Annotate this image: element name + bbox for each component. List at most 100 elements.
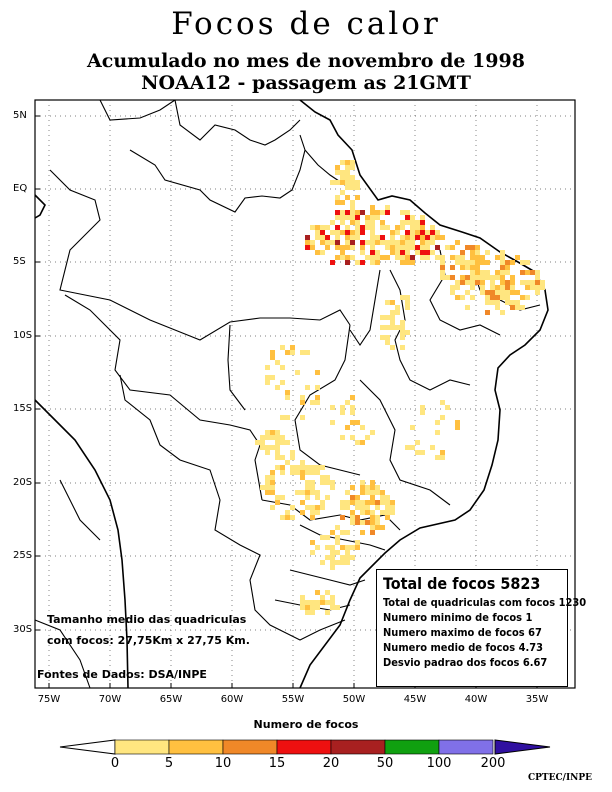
fire-cell xyxy=(330,220,335,225)
stats-row: Total de quadriculas com focos 1230 xyxy=(383,596,587,609)
fire-cell xyxy=(340,175,345,180)
fire-cell xyxy=(435,230,440,235)
fire-cell xyxy=(385,325,390,330)
fire-cell xyxy=(470,260,475,265)
fire-cell xyxy=(340,160,345,165)
fire-cell xyxy=(500,285,505,290)
fire-cell xyxy=(345,215,350,220)
fire-cell xyxy=(350,185,355,190)
fire-cell xyxy=(380,335,385,340)
fire-cell xyxy=(495,295,500,300)
fire-cell xyxy=(350,555,355,560)
fire-cell xyxy=(320,230,325,235)
fire-cell xyxy=(475,280,480,285)
fire-cell xyxy=(330,550,335,555)
fire-cell xyxy=(500,250,505,255)
fire-cell xyxy=(415,450,420,455)
fire-cell xyxy=(360,485,365,490)
fire-cell xyxy=(380,315,385,320)
fire-cell xyxy=(295,465,300,470)
fire-cell xyxy=(410,225,415,230)
fire-cell xyxy=(350,435,355,440)
fire-cell xyxy=(390,315,395,320)
fire-cell xyxy=(310,505,315,510)
fire-cell xyxy=(290,465,295,470)
fire-cell xyxy=(305,605,310,610)
fire-cell xyxy=(535,275,540,280)
fire-cell xyxy=(420,255,425,260)
fire-cell xyxy=(485,300,490,305)
fire-cell xyxy=(395,230,400,235)
legend-swatch xyxy=(330,739,386,755)
fire-cell xyxy=(345,490,350,495)
fire-cell xyxy=(495,275,500,280)
fire-cell xyxy=(345,160,350,165)
fire-cell xyxy=(420,410,425,415)
fire-cell xyxy=(310,225,315,230)
fire-cell xyxy=(440,450,445,455)
fire-cell xyxy=(490,300,495,305)
fire-cell xyxy=(305,470,310,475)
fire-cell xyxy=(380,210,385,215)
fire-cell xyxy=(260,485,265,490)
fire-cell xyxy=(340,170,345,175)
fire-cell xyxy=(410,445,415,450)
fire-cell xyxy=(280,465,285,470)
fire-cell xyxy=(380,500,385,505)
fire-cell xyxy=(270,445,275,450)
fire-cell xyxy=(325,245,330,250)
fire-cell xyxy=(405,210,410,215)
fire-cell xyxy=(405,245,410,250)
fire-cell xyxy=(305,490,310,495)
stats-row: Numero minimo de focos 1 xyxy=(383,611,533,624)
fire-cell xyxy=(315,395,320,400)
legend-colorbar xyxy=(59,739,551,755)
fire-cell xyxy=(380,490,385,495)
fire-cell xyxy=(265,490,270,495)
fire-cell xyxy=(390,320,395,325)
fire-cell xyxy=(320,250,325,255)
fire-cell xyxy=(460,275,465,280)
credit: CPTEC/INPE xyxy=(528,773,593,783)
fire-cell xyxy=(485,270,490,275)
fire-cell xyxy=(320,480,325,485)
fire-cell xyxy=(325,475,330,480)
fire-cell xyxy=(330,560,335,565)
fire-cell xyxy=(340,500,345,505)
fire-cell xyxy=(320,475,325,480)
fire-cell xyxy=(495,290,500,295)
fire-cell xyxy=(340,200,345,205)
fire-cell xyxy=(335,210,340,215)
fire-cell xyxy=(320,225,325,230)
fire-cell xyxy=(410,255,415,260)
fire-cell xyxy=(455,425,460,430)
fire-cell xyxy=(345,175,350,180)
fire-cell xyxy=(500,270,505,275)
fire-cell xyxy=(405,230,410,235)
fire-cell xyxy=(330,485,335,490)
fire-cell xyxy=(385,340,390,345)
fire-cell xyxy=(325,555,330,560)
fire-cell xyxy=(355,210,360,215)
fire-cell xyxy=(450,245,455,250)
fire-cell xyxy=(300,500,305,505)
legend-swatch xyxy=(222,739,278,755)
fire-cell xyxy=(350,230,355,235)
fire-cell xyxy=(280,495,285,500)
fire-cell xyxy=(275,435,280,440)
legend-label: 0 xyxy=(110,756,120,771)
fire-cell xyxy=(370,480,375,485)
stats-row: Desvio padrao dos focos 6.67 xyxy=(383,656,548,669)
fire-cell xyxy=(370,215,375,220)
fire-cell xyxy=(500,290,505,295)
fire-cell xyxy=(325,235,330,240)
fire-cell xyxy=(320,535,325,540)
fire-cell xyxy=(325,240,330,245)
fire-cell xyxy=(350,515,355,520)
fire-cell xyxy=(460,255,465,260)
fire-cell xyxy=(410,230,415,235)
fire-cell xyxy=(470,255,475,260)
fire-cell xyxy=(435,430,440,435)
fire-cell xyxy=(345,240,350,245)
fire-cell xyxy=(375,505,380,510)
